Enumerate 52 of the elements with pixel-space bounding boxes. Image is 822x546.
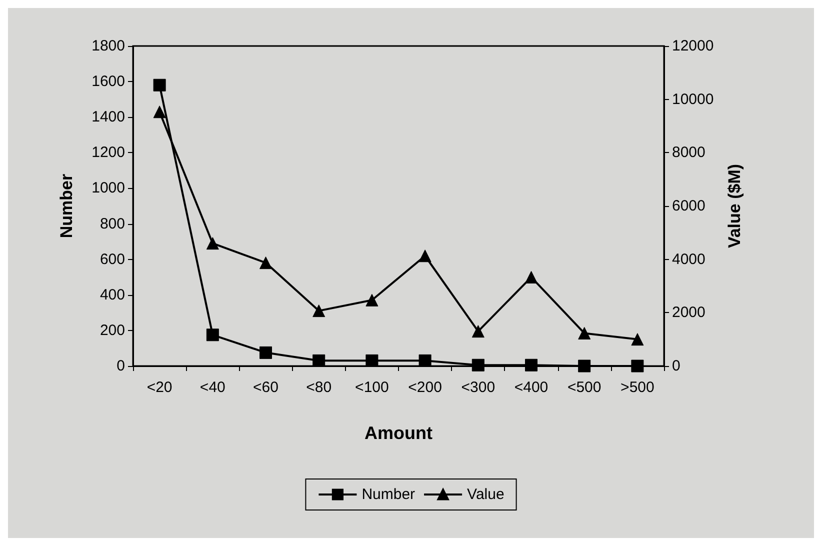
x-tick-label: <100: [355, 379, 389, 396]
point: [206, 328, 219, 342]
x-tick-label: <20: [146, 379, 172, 396]
y2-axis-title: Value ($M): [725, 164, 744, 248]
point: [472, 325, 484, 338]
point: [631, 360, 644, 372]
x-tick-label: <400: [514, 379, 548, 396]
y2-tick-label: 2000: [672, 304, 706, 322]
point: [631, 333, 644, 346]
x-axis-title: Amount: [364, 423, 432, 443]
legend-label: Value: [467, 486, 504, 503]
point: [312, 304, 326, 318]
y-tick-label: 1600: [92, 73, 125, 90]
y-tick-label: 600: [100, 250, 125, 268]
point: [578, 360, 591, 372]
point: [525, 270, 538, 284]
x-tick-label: >500: [620, 379, 654, 396]
point: [472, 358, 484, 372]
x-tick-label: <500: [567, 379, 602, 396]
point: [260, 256, 272, 270]
x-tick-label: <60: [253, 379, 278, 396]
y-tick-label: 1000: [92, 180, 125, 197]
x-tick-label: <300: [461, 379, 496, 396]
point: [260, 346, 272, 359]
y-tick-label: 1200: [92, 144, 125, 162]
point: [418, 354, 432, 367]
y2-tick-label: 12000: [672, 38, 714, 54]
x-tick-label: <200: [408, 379, 442, 396]
y-tick-label: 800: [100, 215, 125, 232]
y-tick-label: 1400: [92, 108, 125, 126]
point: [366, 294, 378, 306]
y2-tick-label: 10000: [672, 90, 714, 108]
y-tick-label: 400: [100, 286, 125, 304]
x-tick-label: <40: [200, 379, 226, 396]
point: [525, 358, 538, 372]
y2-tick-label: 6000: [672, 198, 706, 214]
point: [366, 354, 378, 367]
legend-label: Number: [362, 486, 416, 503]
y2-tick-label: 0: [672, 358, 680, 374]
point: [312, 354, 326, 367]
point: [153, 106, 166, 118]
point: [418, 250, 432, 262]
x-tick-label: <80: [306, 379, 332, 396]
point: [153, 78, 166, 92]
point: [578, 326, 591, 340]
y-tick-label: 1800: [92, 38, 125, 54]
y2-tick-label: 8000: [672, 144, 706, 162]
y2-tick-label: 4000: [672, 250, 706, 268]
y-tick-label: 0: [116, 358, 125, 374]
point: [206, 237, 219, 250]
y-tick-label: 200: [100, 322, 125, 339]
y-axis-title: Number: [57, 174, 76, 238]
